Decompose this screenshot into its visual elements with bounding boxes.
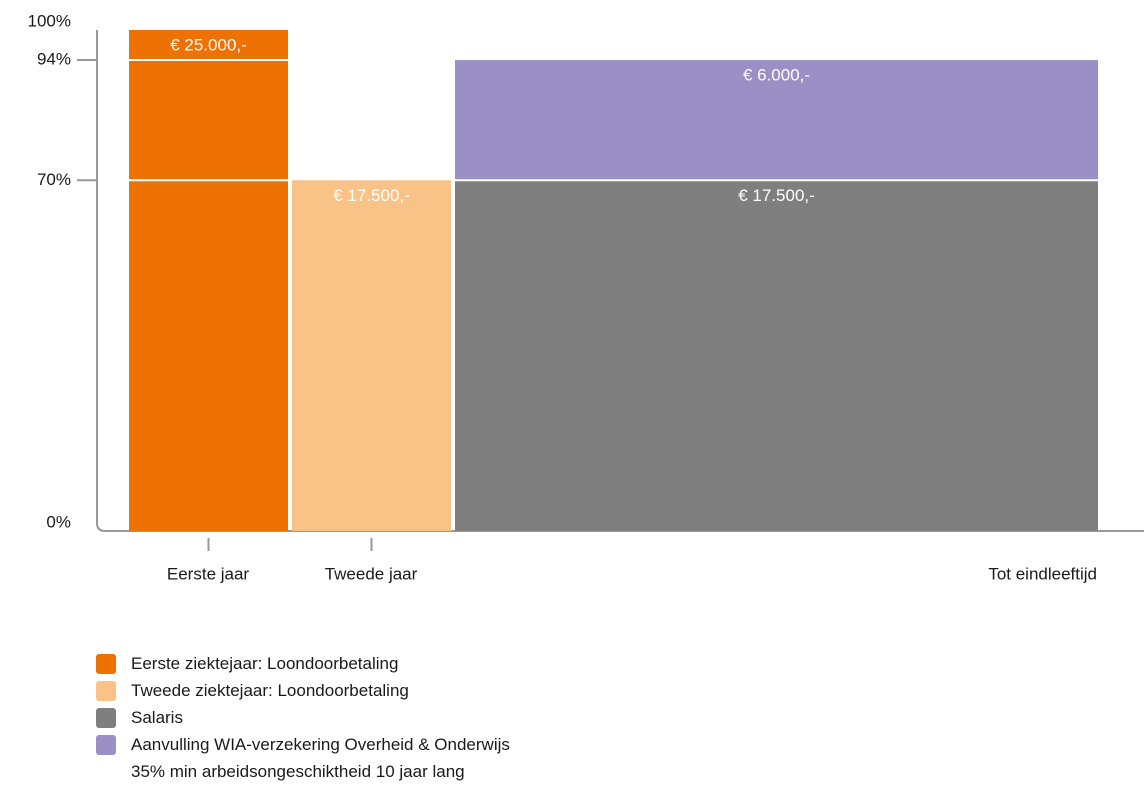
legend-label-aanvulling-wia: Aanvulling WIA-verzekering Overheid & On… — [131, 734, 510, 754]
y-tick-label-100: 100% — [28, 11, 71, 30]
y-tick-label-94: 94% — [37, 50, 71, 69]
legend-label-eerste-ziektejaar: Eerste ziektejaar: Loondoorbetaling — [131, 653, 399, 673]
bar-3-segment-2 — [455, 60, 1098, 181]
bar-2-value-label-1: € 17.500,- — [333, 186, 410, 205]
legend-note: 35% min arbeidsongeschiktheid 10 jaar la… — [131, 762, 465, 781]
bar-3-value-label-2: € 6.000,- — [743, 66, 810, 85]
legend-swatch-salaris — [96, 707, 116, 728]
axis-line — [96, 30, 1144, 532]
y-tick-label-0: 0% — [46, 512, 71, 531]
legend-label-salaris: Salaris — [131, 707, 183, 727]
x-category-label-3: Tot eindleeftijd — [988, 564, 1097, 583]
legend-swatch-aanvulling-wia — [96, 734, 116, 755]
x-category-label-1: Eerste jaar — [167, 564, 250, 583]
x-category-label-2: Tweede jaar — [325, 564, 418, 583]
y-tick-label-70: 70% — [37, 170, 71, 189]
legend-item-tweede-ziektejaar: Tweede ziektejaar: Loondoorbetaling — [96, 677, 510, 704]
legend-label-tweede-ziektejaar: Tweede ziektejaar: Loondoorbetaling — [131, 680, 409, 700]
legend-item-eerste-ziektejaar: Eerste ziektejaar: Loondoorbetaling — [96, 650, 510, 677]
bar-1-segment-1 — [129, 30, 288, 531]
bar-3-value-label-1: € 17.500,- — [738, 186, 815, 205]
chart-legend: Eerste ziektejaar: Loondoorbetaling Twee… — [96, 650, 510, 785]
bar-2-segment-1 — [292, 180, 451, 532]
bar-3-segment-1 — [455, 180, 1098, 532]
chart-canvas: 100% 94% 70% 0% € 25.000,- € 17.500,- € 17.500… — [28, 11, 1144, 583]
legend-swatch-eerste-ziektejaar — [96, 653, 116, 674]
legend-item-salaris: Salaris — [96, 704, 510, 731]
bar-1-value-label-1: € 25.000,- — [170, 35, 247, 54]
legend-swatch-tweede-ziektejaar — [96, 680, 116, 701]
legend-item-aanvulling-wia: Aanvulling WIA-verzekering Overheid & On… — [96, 731, 510, 758]
